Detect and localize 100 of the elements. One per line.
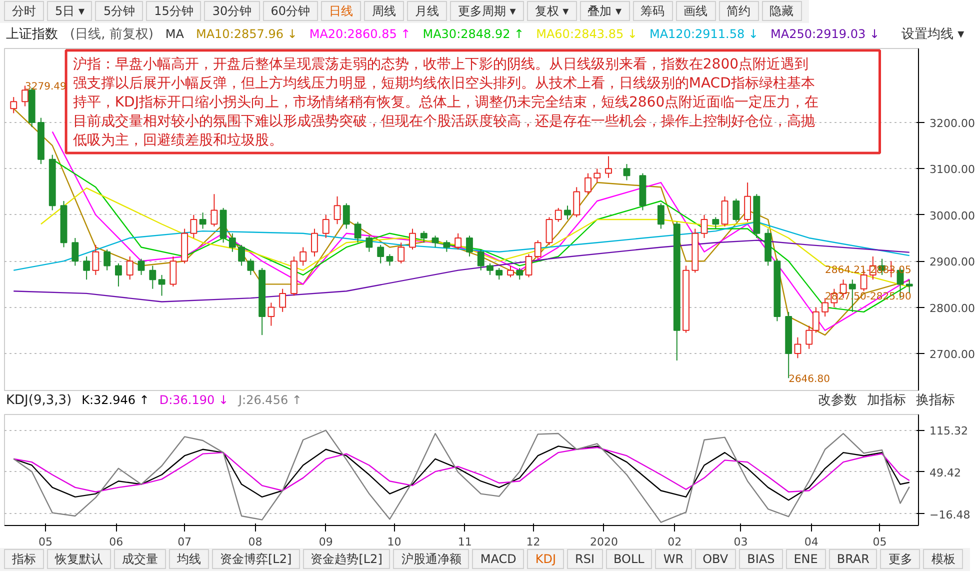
- candlestick: [279, 288, 286, 312]
- candlestick: [466, 235, 473, 257]
- candlestick: [712, 216, 720, 230]
- text: 成交量: [114, 549, 166, 569]
- candlestick: [657, 202, 664, 230]
- legend-title: MA: [165, 27, 184, 41]
- candlestick: [534, 240, 542, 260]
- text: 复权 ▾: [526, 1, 577, 21]
- text: MA30:2848.92 ↑: [422, 27, 524, 41]
- y-tick-label: 2700.00: [930, 348, 975, 362]
- x-tick-label: 03: [734, 536, 748, 548]
- text: KDJ: [527, 549, 564, 569]
- candlestick: [199, 212, 206, 230]
- y-tick-label: 3000.00: [930, 209, 975, 222]
- text: 资金博弈[L2]: [212, 549, 300, 569]
- candlestick: [228, 232, 236, 252]
- candlestick: [238, 244, 246, 266]
- candlestick: [525, 254, 532, 278]
- text: 5日 ▾: [47, 1, 92, 21]
- text: MA250:2919.03 ↓: [770, 27, 880, 41]
- text: 隐藏: [762, 1, 802, 21]
- candlestick: [83, 256, 90, 280]
- text: 模板: [923, 549, 964, 569]
- annotation: 沪指：早盘小幅高开，开盘后整体呈现震荡走弱的态势，收带上下影的阴线。从日线级别来看，指数在2800点附近遇到强支撑以后展开小幅反弹，但上方均线压力明显，短期均线依旧空头排列。从技术上看，日线级别的MACD指标绿柱基本持平，KDJ指标开口缩小拐头向上，市场情绪稍有恢复。总体上，调整仍未完全结束，短线2860点附近面临一定压力，在目前成交量相对较小的氛围下难以形成强势突破，但现在个股活跃度较高，还是存在一些机会，操作上控制好仓位，高抛低吸为主，回避绩差股和垃圾股。: [72, 56, 819, 149]
- text: D:36.190 ↓: [159, 393, 229, 407]
- candlestick: [115, 262, 122, 288]
- candlestick: [906, 279, 913, 294]
- text: 换指标: [916, 393, 955, 408]
- y-tick-label: 2900.00: [930, 256, 975, 269]
- y-tick-label: 3100.00: [930, 163, 975, 176]
- x-tick-label: 02: [668, 536, 682, 548]
- candlestick: [507, 265, 514, 278]
- candlestick: [377, 244, 384, 264]
- text: MA20:2860.85 ↑: [309, 27, 411, 41]
- line-series: [13, 446, 910, 492]
- annotation: 2646.80: [788, 374, 830, 386]
- candlestick: [10, 96, 18, 114]
- text: 简约: [718, 1, 758, 21]
- text: 更多: [880, 549, 920, 569]
- text: RSI: [567, 549, 603, 569]
- text: 更多周期 ▾: [450, 1, 524, 21]
- text: 日线: [320, 1, 361, 21]
- candlestick: [342, 202, 350, 230]
- text: MA10:2857.96 ↓: [196, 27, 298, 41]
- candlestick: [564, 205, 571, 220]
- text: BOLL: [606, 549, 652, 569]
- candlestick: [454, 232, 462, 250]
- candlestick: [386, 254, 394, 266]
- text: 画线: [676, 1, 716, 21]
- line-series: [52, 131, 910, 332]
- candlestick: [247, 258, 254, 276]
- candlestick: [732, 198, 740, 222]
- x-tick-label: 12: [526, 536, 540, 548]
- text: K:32.946 ↑: [82, 393, 150, 407]
- candlestick: [605, 156, 612, 178]
- candlestick: [432, 235, 439, 248]
- y-tick-label: 3200.00: [930, 116, 975, 130]
- text: 指标: [4, 549, 44, 569]
- chart-title: KDJ(9,3,3): [6, 393, 72, 408]
- x-tick-label: 09: [318, 536, 333, 548]
- candlestick: [420, 230, 428, 244]
- candlestick: [398, 242, 405, 264]
- x-tick-label: 04: [804, 536, 818, 548]
- candlestick: [721, 196, 728, 227]
- text: 改参数: [818, 393, 857, 408]
- y-tick-label: 2800.00: [930, 302, 975, 315]
- candlestick: [300, 246, 307, 266]
- chart-subtitle: (日线, 前复权): [70, 27, 154, 42]
- text: OBV: [694, 549, 736, 569]
- candlestick: [322, 214, 330, 238]
- candlestick: [190, 214, 198, 238]
- candlestick: [443, 240, 450, 252]
- x-tick-label: 08: [248, 536, 262, 548]
- text: 加指标: [867, 393, 906, 408]
- y-tick-label: −16.48: [930, 508, 970, 522]
- y-tick-label: 115.32: [930, 424, 968, 438]
- text: BIAS: [739, 549, 783, 569]
- text: 叠加 ▾: [580, 1, 630, 21]
- candlestick: [170, 256, 177, 288]
- candlestick: [477, 249, 484, 271]
- x-tick-label: 11: [458, 536, 472, 548]
- candlestick: [92, 244, 100, 276]
- text: 60分钟: [262, 1, 318, 21]
- text: 设置均线 ▾: [902, 27, 964, 42]
- candlestick: [268, 302, 275, 326]
- candlestick: [554, 207, 562, 222]
- text: 恢复默认: [47, 549, 111, 569]
- text: MA60:2843.85 ↓: [536, 27, 638, 41]
- candlestick: [354, 221, 362, 244]
- y-tick-label: 49.42: [930, 466, 961, 480]
- line-series: [13, 430, 910, 523]
- candlestick: [584, 172, 592, 195]
- x-tick-label: 05: [872, 536, 887, 548]
- line-series: [13, 240, 910, 302]
- x-tick-label: 2020: [590, 536, 618, 548]
- candlestick: [623, 164, 630, 181]
- candlestick: [594, 168, 601, 184]
- text: MA120:2911.58 ↓: [649, 27, 758, 41]
- candlestick: [496, 268, 503, 280]
- text: ENE: [786, 549, 826, 569]
